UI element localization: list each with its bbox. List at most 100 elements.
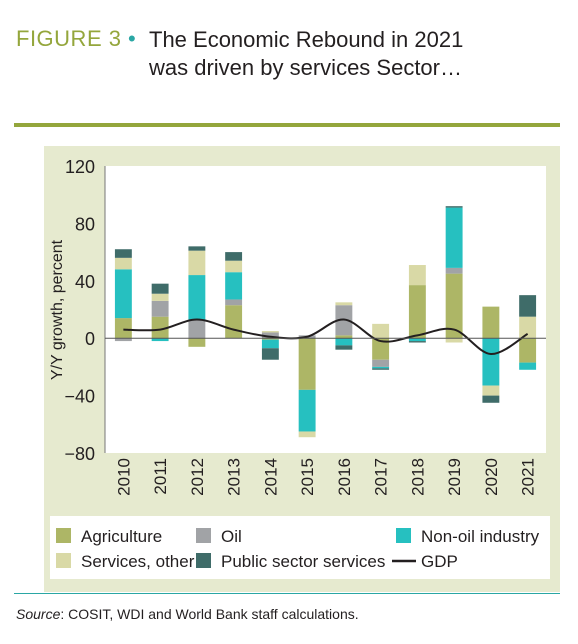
y-tick-label: 120 <box>65 157 95 177</box>
bars-group <box>114 206 537 438</box>
bar-services-other-2012 <box>188 250 206 276</box>
y-tick-label: −40 <box>64 387 95 407</box>
legend-box <box>50 516 550 579</box>
bottom-divider <box>14 593 560 594</box>
legend-swatch-public-sector-services <box>196 553 211 568</box>
gdp-line <box>123 318 529 355</box>
bar-services-other-2014 <box>261 331 279 333</box>
x-tick-label: 2011 <box>151 458 170 495</box>
legend-swatch-agriculture <box>56 528 71 543</box>
x-tick-label: 2010 <box>114 458 133 496</box>
x-tick-label: 2017 <box>372 458 391 496</box>
bar-oil-2013 <box>225 299 243 306</box>
gdp-line-group <box>123 318 529 355</box>
bar-agriculture-2019 <box>445 273 463 339</box>
y-axis-label: Y/Y growth, percent <box>49 239 66 380</box>
bar-non-oil-industry-2011 <box>151 338 169 342</box>
bar-services-other-2015 <box>298 431 316 438</box>
x-tick-labels: 2010 2011 2012 2013 2014 2015 2016 2017 2018 2019… <box>114 458 537 496</box>
title-bullet-icon: • <box>128 26 136 51</box>
bar-oil-2012 <box>188 319 206 339</box>
x-tick-label: 2020 <box>482 458 501 496</box>
bar-oil-2017 <box>372 359 390 367</box>
bar-oil-2014 <box>261 332 279 339</box>
legend-label-agriculture: Agriculture <box>81 527 162 546</box>
bar-oil-2019 <box>445 267 463 274</box>
legend-label-services-other: Services, other <box>81 552 195 571</box>
bar-agriculture-2017 <box>372 338 390 360</box>
legend-label-gdp: GDP <box>421 552 458 571</box>
legend-swatch-non-oil-industry <box>396 528 411 543</box>
bar-agriculture-2013 <box>225 305 243 339</box>
bar-agriculture-2010 <box>114 318 132 339</box>
x-tick-label: 2019 <box>445 458 464 496</box>
bar-non-oil-industry-2017 <box>372 366 390 369</box>
bar-services-other-2018 <box>408 265 426 286</box>
y-tick-label: −80 <box>64 444 95 464</box>
bar-services-other-2021 <box>519 316 537 339</box>
x-tick-label: 2016 <box>335 458 354 496</box>
bar-non-oil-industry-2019 <box>445 207 463 268</box>
figure-label: FIGURE 3 <box>16 26 122 51</box>
y-tick-labels: 120 80 40 0 −40 −80 <box>64 157 95 464</box>
x-tick-label: 2012 <box>188 458 207 496</box>
bar-public-sector-services-2014 <box>261 348 279 360</box>
y-tick-label: 80 <box>75 214 95 234</box>
x-tick-label: 2014 <box>261 458 280 496</box>
x-tick-label: 2015 <box>298 458 317 496</box>
bar-public-sector-services-2018 <box>408 341 426 343</box>
legend: Agriculture Oil Non-oil industry Services, … <box>56 527 540 571</box>
bar-oil-2010 <box>114 338 132 342</box>
bar-agriculture-2011 <box>151 316 169 339</box>
bar-non-oil-industry-2014 <box>261 339 279 349</box>
bar-non-oil-industry-2015 <box>298 389 316 432</box>
bar-public-sector-services-2021 <box>519 295 537 317</box>
bar-non-oil-industry-2020 <box>482 338 500 386</box>
bar-oil-2011 <box>151 300 169 317</box>
plot-area <box>105 166 546 453</box>
legend-label-oil: Oil <box>221 527 242 546</box>
bar-non-oil-industry-2016 <box>335 338 353 346</box>
bar-services-other-2020 <box>482 385 500 396</box>
bar-public-sector-services-2013 <box>225 252 243 261</box>
bar-services-other-2017 <box>372 323 390 339</box>
bar-non-oil-industry-2013 <box>225 272 243 300</box>
source-text: : COSIT, WDI and World Bank staff calcul… <box>60 606 359 622</box>
x-tick-label: 2018 <box>408 458 427 496</box>
bar-non-oil-industry-2018 <box>408 338 426 342</box>
bar-public-sector-services-2016 <box>335 345 353 350</box>
bar-public-sector-services-2019 <box>445 206 463 208</box>
bar-non-oil-industry-2010 <box>114 269 132 319</box>
source-note: Source: COSIT, WDI and World Bank staff … <box>16 606 359 622</box>
bar-services-other-2013 <box>225 260 243 273</box>
bar-agriculture-2014 <box>261 338 279 340</box>
bar-non-oil-industry-2012 <box>188 275 206 320</box>
legend-swatch-services-other <box>56 553 71 568</box>
bar-public-sector-services-2011 <box>151 283 169 294</box>
legend-label-public-sector-services: Public sector services <box>221 552 385 571</box>
legend-label-non-oil-industry: Non-oil industry <box>421 527 540 546</box>
bar-agriculture-2016 <box>335 335 353 339</box>
bar-public-sector-services-2010 <box>114 249 132 258</box>
y-tick-label: 0 <box>85 329 95 349</box>
chart-panel: 120 80 40 0 −40 −80 Y/Y growth, percent 2010 2… <box>44 146 560 592</box>
source-label: Source <box>16 606 61 622</box>
bar-services-other-2019 <box>445 338 463 343</box>
bar-agriculture-2020 <box>482 306 500 339</box>
bar-agriculture-2021 <box>519 338 537 363</box>
chart: 120 80 40 0 −40 −80 Y/Y growth, percent 2010 2… <box>49 157 550 579</box>
bar-agriculture-2018 <box>408 285 426 339</box>
legend-swatch-oil <box>196 528 211 543</box>
bar-non-oil-industry-2021 <box>519 362 537 370</box>
y-tick-label: 40 <box>75 272 95 292</box>
bar-public-sector-services-2020 <box>482 395 500 403</box>
x-tick-label: 2021 <box>519 458 538 496</box>
bar-services-other-2010 <box>114 257 132 270</box>
bar-public-sector-services-2012 <box>188 246 206 251</box>
figure-title: The Economic Rebound in 2021 was driven … <box>149 27 464 80</box>
title-divider <box>14 123 560 127</box>
bar-agriculture-2015 <box>298 338 316 390</box>
bar-services-other-2011 <box>151 293 169 301</box>
bar-services-other-2016 <box>335 302 353 306</box>
bar-public-sector-services-2017 <box>372 368 390 370</box>
